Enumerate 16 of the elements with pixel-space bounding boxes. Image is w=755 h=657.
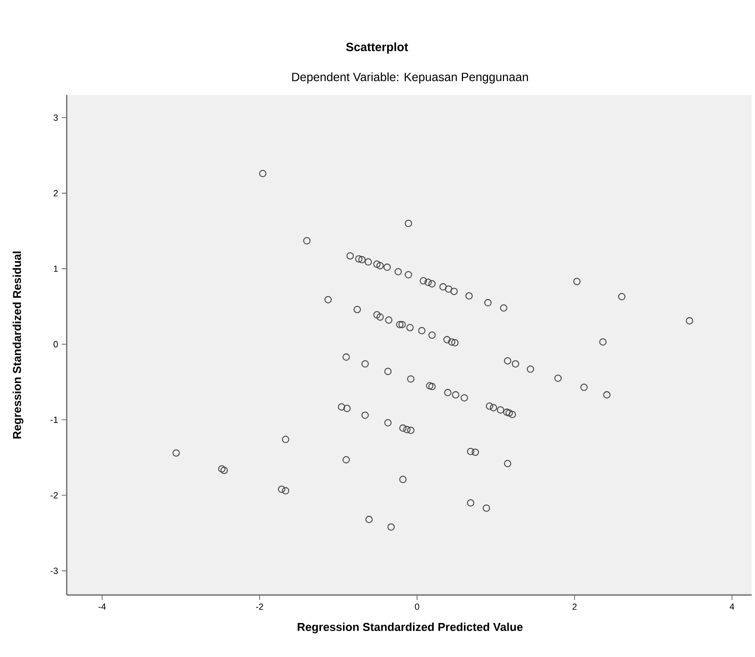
x-tick-label: -2	[256, 604, 264, 610]
y-tick-label: 2	[54, 190, 58, 196]
x-tick-label: 0	[414, 604, 420, 610]
y-tick-label: 3	[54, 114, 58, 121]
y-axis-title: Regression Standardized Residual	[12, 252, 24, 438]
chart-title: Scatterplot	[346, 42, 408, 54]
x-tick-label: -4	[98, 604, 106, 610]
y-tick-label: 0	[54, 341, 58, 348]
x-tick-label: 4	[730, 604, 734, 610]
y-tick-label: -2	[50, 492, 58, 498]
x-axis-title: Regression Standardized Predicted Value	[298, 622, 523, 634]
x-tick-label: 2	[572, 604, 577, 610]
y-tick-label: 1	[54, 266, 58, 272]
y-tick-label: -3	[50, 568, 58, 574]
y-tick-label: -1	[50, 416, 58, 423]
chart-subtitle: Dependent Variable: Kepuasan Penggunaan	[292, 72, 528, 84]
